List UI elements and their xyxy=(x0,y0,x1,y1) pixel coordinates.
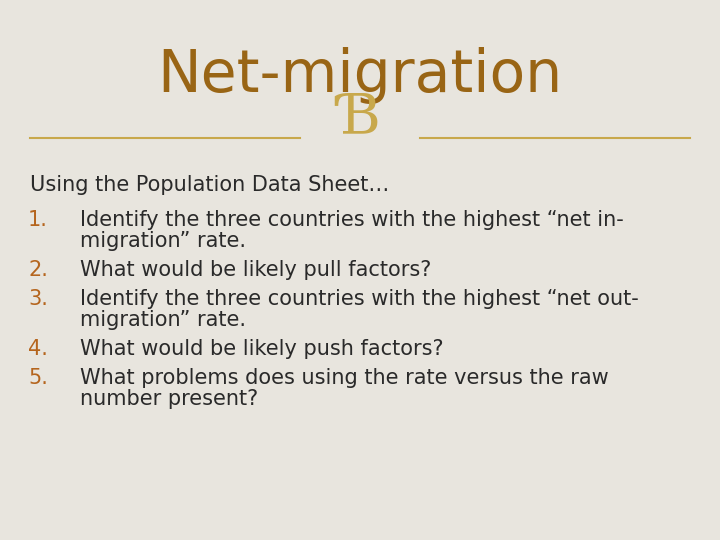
Text: migration” rate.: migration” rate. xyxy=(80,310,246,330)
Text: Identify the three countries with the highest “net in-: Identify the three countries with the hi… xyxy=(80,210,624,230)
Text: 2.: 2. xyxy=(28,260,48,280)
Text: Using the Population Data Sheet…: Using the Population Data Sheet… xyxy=(30,175,390,195)
Text: Net-migration: Net-migration xyxy=(158,46,562,104)
Text: 1.: 1. xyxy=(28,210,48,230)
Text: migration” rate.: migration” rate. xyxy=(80,231,246,251)
Text: What problems does using the rate versus the raw: What problems does using the rate versus… xyxy=(80,368,608,388)
Text: Identify the three countries with the highest “net out-: Identify the three countries with the hi… xyxy=(80,289,639,309)
Text: What would be likely pull factors?: What would be likely pull factors? xyxy=(80,260,431,280)
Text: 5.: 5. xyxy=(28,368,48,388)
Text: What would be likely push factors?: What would be likely push factors? xyxy=(80,339,444,359)
Text: 4.: 4. xyxy=(28,339,48,359)
Text: 3.: 3. xyxy=(28,289,48,309)
Text: Ɓ: Ɓ xyxy=(340,91,380,145)
Text: number present?: number present? xyxy=(80,389,258,409)
